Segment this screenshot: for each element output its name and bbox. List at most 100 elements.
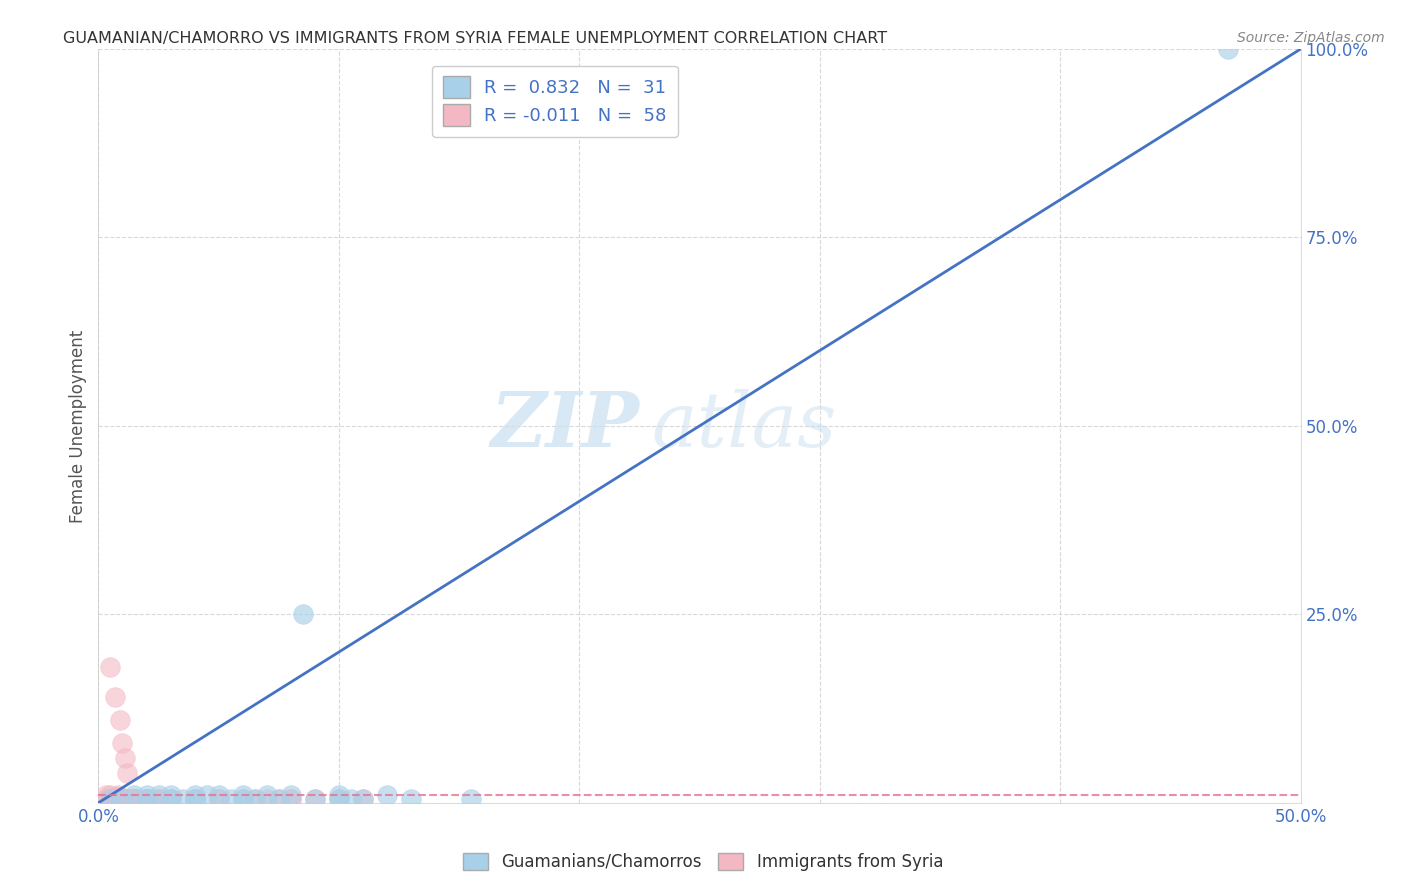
Point bbox=[107, 789, 129, 803]
Point bbox=[124, 792, 146, 806]
Point bbox=[232, 792, 254, 806]
Point bbox=[183, 789, 205, 803]
Text: GUAMANIAN/CHAMORRO VS IMMIGRANTS FROM SYRIA FEMALE UNEMPLOYMENT CORRELATION CHAR: GUAMANIAN/CHAMORRO VS IMMIGRANTS FROM SY… bbox=[63, 31, 887, 46]
Point bbox=[108, 713, 131, 727]
Point bbox=[124, 792, 146, 806]
Point bbox=[148, 792, 170, 806]
Point bbox=[148, 792, 170, 806]
Point bbox=[375, 789, 398, 803]
Point bbox=[124, 792, 146, 806]
Point bbox=[267, 792, 290, 806]
Point bbox=[104, 792, 127, 806]
Point bbox=[94, 789, 117, 803]
Point bbox=[111, 792, 134, 806]
Point bbox=[172, 792, 194, 806]
Point bbox=[124, 792, 146, 806]
Point bbox=[124, 792, 146, 806]
Point bbox=[124, 792, 146, 806]
Point bbox=[352, 792, 374, 806]
Point bbox=[399, 792, 422, 806]
Point bbox=[135, 789, 157, 803]
Point bbox=[107, 792, 129, 806]
Point bbox=[94, 792, 117, 806]
Point bbox=[208, 792, 231, 806]
Point bbox=[118, 792, 141, 806]
Point bbox=[111, 792, 134, 806]
Point bbox=[208, 792, 231, 806]
Point bbox=[243, 792, 266, 806]
Point bbox=[124, 792, 146, 806]
Point bbox=[124, 792, 146, 806]
Point bbox=[124, 792, 146, 806]
Point bbox=[117, 765, 139, 780]
Point bbox=[111, 792, 134, 806]
Point bbox=[124, 792, 146, 806]
Point bbox=[135, 792, 157, 806]
Point bbox=[104, 690, 127, 705]
Point bbox=[135, 792, 157, 806]
Point bbox=[108, 792, 131, 806]
Point bbox=[460, 792, 482, 806]
Point bbox=[111, 792, 134, 806]
Point bbox=[280, 792, 302, 806]
Point bbox=[135, 792, 157, 806]
Point bbox=[135, 792, 157, 806]
Point bbox=[183, 792, 205, 806]
Point bbox=[148, 792, 170, 806]
Legend: R =  0.832   N =  31, R = -0.011   N =  58: R = 0.832 N = 31, R = -0.011 N = 58 bbox=[432, 66, 678, 136]
Point bbox=[183, 792, 205, 806]
Point bbox=[135, 792, 157, 806]
Legend: Guamanians/Chamorros, Immigrants from Syria: Guamanians/Chamorros, Immigrants from Sy… bbox=[454, 845, 952, 880]
Point bbox=[159, 792, 181, 806]
Point bbox=[219, 792, 242, 806]
Point bbox=[117, 792, 139, 806]
Point bbox=[107, 789, 129, 804]
Point bbox=[183, 792, 205, 806]
Point bbox=[304, 792, 326, 806]
Point bbox=[195, 789, 218, 803]
Point bbox=[159, 792, 181, 806]
Point bbox=[267, 792, 290, 806]
Point bbox=[104, 789, 127, 804]
Point bbox=[124, 792, 146, 806]
Point bbox=[280, 792, 302, 806]
Point bbox=[232, 789, 254, 803]
Point bbox=[124, 792, 146, 806]
Point bbox=[280, 789, 302, 803]
Text: Source: ZipAtlas.com: Source: ZipAtlas.com bbox=[1237, 31, 1385, 45]
Point bbox=[148, 789, 170, 803]
Point bbox=[124, 789, 146, 803]
Point bbox=[243, 792, 266, 806]
Point bbox=[124, 792, 146, 806]
Point bbox=[100, 789, 122, 803]
Point bbox=[256, 789, 278, 803]
Point bbox=[100, 792, 122, 806]
Point bbox=[328, 792, 350, 806]
Point bbox=[114, 750, 136, 764]
Point bbox=[117, 792, 139, 806]
Point bbox=[111, 735, 134, 749]
Point bbox=[291, 607, 314, 622]
Point bbox=[124, 792, 146, 806]
Text: ZIP: ZIP bbox=[491, 389, 640, 463]
Text: atlas: atlas bbox=[651, 389, 837, 463]
Y-axis label: Female Unemployment: Female Unemployment bbox=[69, 329, 87, 523]
Point bbox=[328, 792, 350, 806]
Point bbox=[232, 792, 254, 806]
Point bbox=[124, 792, 146, 806]
Point bbox=[124, 792, 146, 806]
Point bbox=[352, 792, 374, 806]
Point bbox=[159, 789, 181, 803]
Point bbox=[208, 789, 231, 803]
Point bbox=[108, 789, 131, 804]
Point bbox=[111, 792, 134, 806]
Point bbox=[159, 792, 181, 806]
Point bbox=[1218, 42, 1240, 56]
Point bbox=[100, 660, 122, 674]
Point bbox=[256, 792, 278, 806]
Point bbox=[124, 792, 146, 806]
Point bbox=[304, 792, 326, 806]
Point bbox=[340, 792, 363, 806]
Point bbox=[111, 792, 134, 806]
Point bbox=[328, 789, 350, 803]
